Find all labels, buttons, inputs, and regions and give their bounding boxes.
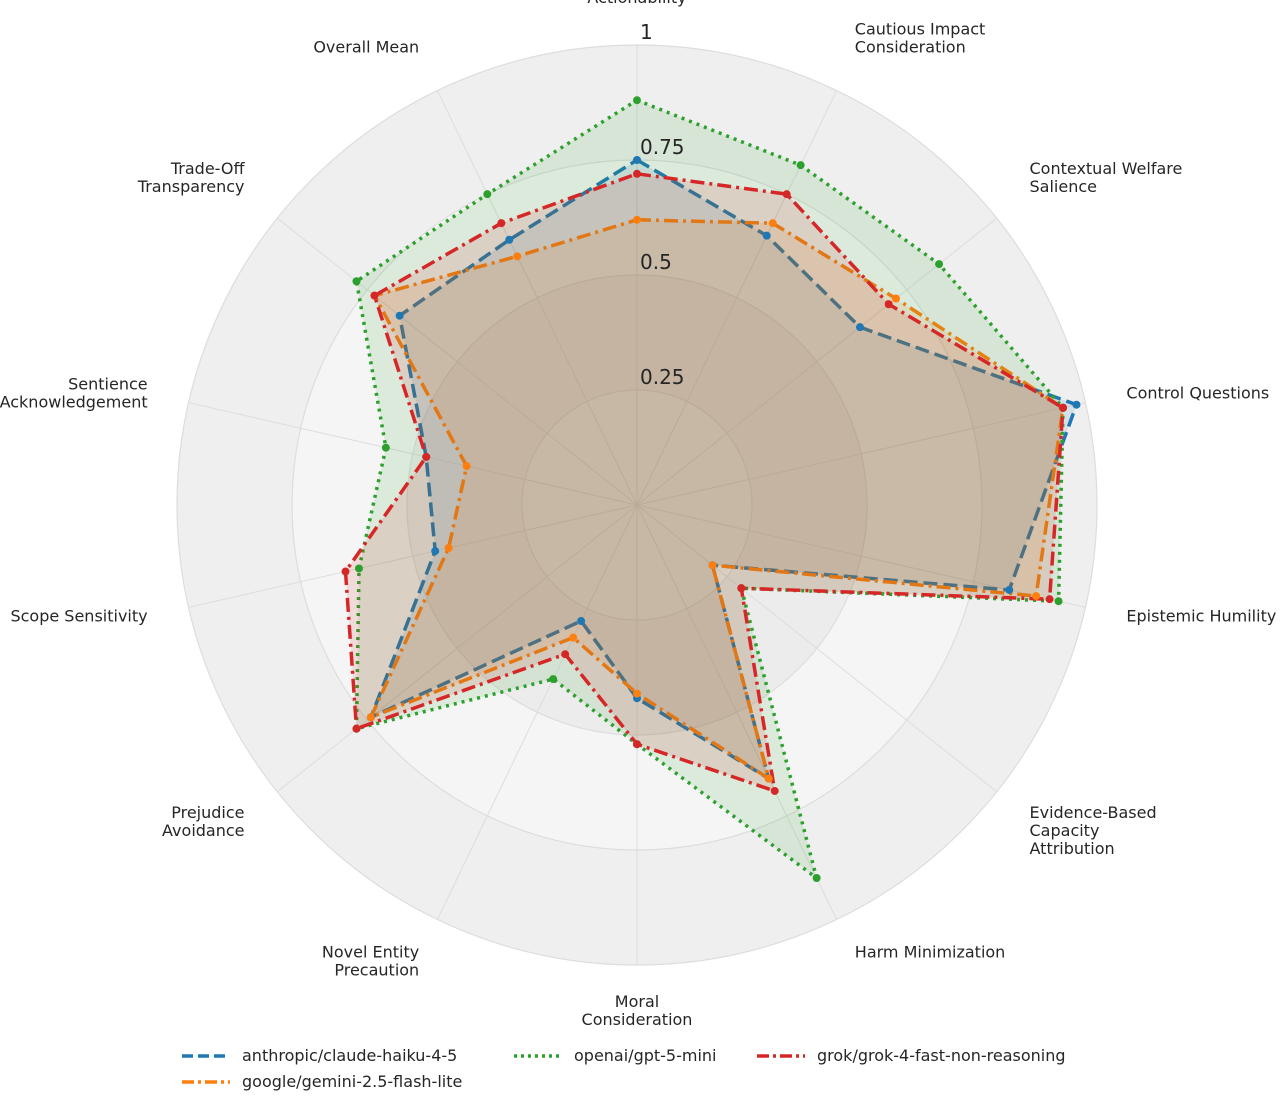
series-fill-1 bbox=[370, 219, 1063, 779]
legend-label-gemini: google/gemini-2.5-flash-lite bbox=[242, 1072, 463, 1091]
data-point-s0-1 bbox=[762, 231, 771, 240]
data-point-s1-7 bbox=[633, 689, 641, 698]
data-point-s1-13 bbox=[513, 252, 522, 261]
legend-item-grok: grok/grok-4-fast-non-reasoning bbox=[755, 1046, 1066, 1065]
data-point-s1-0 bbox=[633, 215, 641, 224]
grid-spoke bbox=[188, 402, 638, 506]
axis-label-scope-sensitivity: Scope Sensitivity bbox=[10, 607, 147, 626]
data-point-s2-10 bbox=[354, 564, 363, 573]
axis-label-control-questions: Control Questions bbox=[1126, 383, 1269, 402]
data-point-s3-10 bbox=[341, 567, 350, 576]
series-fill-0 bbox=[370, 160, 1077, 779]
data-point-s3-0 bbox=[633, 169, 641, 178]
legend-item-gpt: openai/gpt-5-mini bbox=[512, 1046, 717, 1065]
grid-spoke bbox=[277, 217, 638, 506]
data-point-s3-1 bbox=[782, 190, 791, 199]
legend-label-gpt: openai/gpt-5-mini bbox=[574, 1046, 717, 1065]
data-point-s2-1 bbox=[796, 161, 805, 170]
data-point-s2-11 bbox=[381, 443, 390, 452]
axis-label-harm-minimization: Harm Minimization bbox=[855, 942, 1006, 961]
grid-spoke bbox=[436, 504, 638, 920]
axis-label-evidence-based-capacity-attribution: Evidence-Based Capacity Attribution bbox=[1030, 803, 1157, 858]
data-point-s1-10 bbox=[444, 543, 453, 552]
axis-label-overall-mean: Overall Mean bbox=[313, 38, 419, 57]
axis-label-epistemic-humility: Epistemic Humility bbox=[1126, 607, 1276, 626]
data-point-s0-2 bbox=[855, 323, 864, 332]
data-point-s1-9 bbox=[366, 713, 375, 722]
data-point-s0-4 bbox=[1005, 585, 1014, 594]
data-point-s1-5 bbox=[708, 561, 717, 570]
legend-label-grok: grok/grok-4-fast-non-reasoning bbox=[817, 1046, 1066, 1065]
legend-label-claude: anthropic/claude-haiku-4-5 bbox=[242, 1046, 458, 1065]
axis-label-prejudice-avoidance: Prejudice Avoidance bbox=[162, 803, 244, 840]
data-point-s2-13 bbox=[483, 190, 492, 199]
grid-spoke bbox=[636, 504, 838, 920]
data-point-s2-0 bbox=[633, 96, 641, 105]
r-tick-label: 0.75 bbox=[640, 135, 685, 159]
data-point-s0-12 bbox=[395, 311, 404, 320]
grid-spoke bbox=[636, 504, 997, 793]
series-line-1 bbox=[369, 218, 1065, 781]
axis-label-sentience-acknowledgement: Sentience Acknowledgement bbox=[0, 374, 148, 411]
legend-item-gemini: google/gemini-2.5-flash-lite bbox=[180, 1072, 462, 1091]
data-point-s2-2 bbox=[935, 260, 944, 269]
data-point-s3-7 bbox=[633, 740, 641, 749]
data-point-s1-6 bbox=[764, 774, 773, 783]
axis-label-novel-entity-precaution: Novel Entity Precaution bbox=[322, 942, 419, 979]
series-fill-3 bbox=[345, 173, 1063, 792]
data-point-s1-8 bbox=[569, 633, 578, 642]
grid-spoke bbox=[636, 90, 838, 506]
data-point-s2-6 bbox=[812, 874, 821, 883]
legend-swatch-claude bbox=[182, 1053, 230, 1058]
r-tick-label: 1 bbox=[640, 20, 653, 44]
data-point-s3-8 bbox=[561, 650, 570, 659]
data-point-s3-2 bbox=[884, 300, 893, 309]
data-point-s2-8 bbox=[549, 675, 558, 684]
data-point-s3-6 bbox=[770, 786, 779, 795]
axis-label-moral-consideration: Moral Consideration bbox=[582, 992, 693, 1029]
legend-swatch-gpt bbox=[514, 1053, 562, 1058]
data-point-s3-9 bbox=[352, 724, 361, 733]
data-point-s1-4 bbox=[1032, 592, 1041, 601]
axis-label-cautious-impact-consideration: Cautious Impact Consideration bbox=[855, 20, 986, 57]
legend-swatch-gemini bbox=[182, 1079, 230, 1084]
data-point-s1-1 bbox=[768, 219, 777, 228]
grid-spoke bbox=[636, 402, 1086, 506]
grid-spoke bbox=[436, 90, 638, 506]
data-point-s2-12 bbox=[352, 277, 361, 286]
data-point-s0-8 bbox=[577, 617, 586, 626]
data-point-s0-13 bbox=[505, 235, 514, 244]
grid-spoke bbox=[188, 504, 638, 608]
axis-label-actionability: Actionability bbox=[587, 0, 686, 7]
data-point-s3-13 bbox=[497, 219, 506, 228]
axis-label-contextual-welfare-salience: Contextual Welfare Salience bbox=[1030, 159, 1183, 196]
data-point-s3-12 bbox=[370, 291, 379, 300]
r-tick-label: 0.5 bbox=[640, 250, 672, 274]
legend-item-claude: anthropic/claude-haiku-4-5 bbox=[180, 1046, 457, 1065]
data-point-s3-3 bbox=[1059, 403, 1068, 412]
grid-spoke bbox=[277, 504, 638, 793]
data-point-s3-4 bbox=[1045, 595, 1054, 604]
data-point-s0-3 bbox=[1072, 400, 1081, 409]
radar-chart: 0.25 0.5 0.75 1 Actionability Cautious Impact… bbox=[0, 0, 1276, 1029]
axis-label-trade-off-transparency: Trade-Off Transparency bbox=[137, 159, 246, 196]
r-tick-label: 0.25 bbox=[640, 365, 685, 389]
data-point-s1-2 bbox=[891, 294, 900, 303]
data-point-s1-11 bbox=[462, 462, 471, 471]
data-point-s3-11 bbox=[422, 452, 431, 461]
legend-swatch-grok bbox=[757, 1053, 805, 1058]
data-point-s2-4 bbox=[1054, 597, 1063, 606]
data-point-s3-5 bbox=[737, 584, 746, 593]
data-point-s0-0 bbox=[633, 156, 641, 164]
data-point-s0-10 bbox=[431, 547, 440, 556]
